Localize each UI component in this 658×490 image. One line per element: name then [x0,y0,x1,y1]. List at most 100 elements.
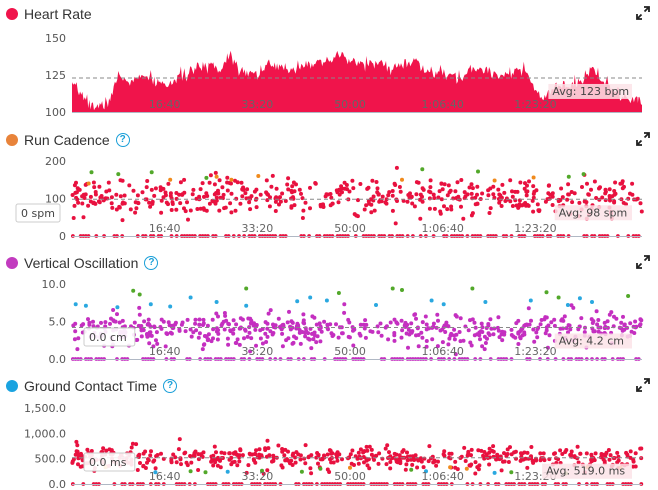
expand-arrows-icon[interactable] [636,6,650,20]
gct-point [361,449,366,454]
question-circle-icon[interactable]: ? [144,256,159,270]
cadence-point [120,218,125,223]
cadence-point [258,192,263,197]
vo-point [191,330,196,335]
cadence-point [569,190,574,194]
vo-point [306,336,311,341]
cadence-point [98,195,103,200]
expand-arrows-icon[interactable] [636,132,650,146]
gct-point [355,456,360,461]
cadence-point [439,181,444,186]
vo-blue-point [73,302,78,307]
expand-arrows-icon[interactable] [636,255,650,269]
vo-point [516,331,521,336]
cadence-point [270,173,275,178]
vo-point [309,346,314,351]
cadence-point [442,182,447,187]
cadence-point [603,191,608,196]
vo-blue-point [429,298,434,303]
vo-point [351,328,355,333]
gct-point [293,455,298,460]
vo-chart: 0.0 5.0 10.0 16:40 33:20 50:00 1:06:40 1:23:20A… [42,278,644,366]
gct-green-point [188,469,193,474]
vo-green-point [470,286,475,291]
vo-point [298,341,303,346]
cadence-point [467,185,472,190]
vo-cursor-label: 0.0 cm [83,327,136,347]
vo-point [166,320,171,325]
gct-point [405,450,409,455]
vo-point [136,323,141,328]
vo-y-tick-label: 10.0 [42,278,67,291]
gct-point [554,456,559,461]
vertical-oscillation-header: Vertical Oscillation ? [6,253,159,273]
gct-point [639,446,644,451]
gct-point [215,463,220,468]
gct-point [383,446,388,451]
gct-point [371,455,376,459]
question-circle-icon[interactable]: ? [115,133,130,147]
cadence-point [531,191,536,196]
question-circle-icon[interactable]: ? [163,379,178,393]
gct-point [392,451,397,456]
gct-point [394,459,399,464]
cadence-point [254,205,259,210]
cadence-point [620,186,625,191]
gct-x-tick-label: 33:20 [242,470,274,483]
cadence-point [135,193,140,198]
hr-avg-label: Avg: 123 bpm [548,83,632,99]
vo-point [197,317,202,322]
cadence-y-tick-label: 100 [45,193,66,206]
vo-point [509,333,514,337]
cadence-point [421,187,426,192]
cadence-point [278,195,282,200]
vo-point [362,326,367,331]
hr-y-tick-label: 100 [45,106,66,119]
hr-y-tick-label: 150 [45,32,66,45]
vo-point [235,337,240,342]
gct-cursor-label: 0.0 ms [83,452,136,472]
vo-point [351,343,356,348]
cadence-point [109,201,114,206]
cadence-point [217,178,222,183]
cadence-point [438,211,443,216]
vo-point [413,312,418,317]
vo-point [209,339,214,344]
vo-point [466,328,471,333]
vo-point [478,337,482,342]
cadence-point [613,180,618,185]
expand-arrows-icon[interactable] [636,378,650,392]
cadence-point [559,186,564,191]
gct-point [491,444,496,449]
vo-point [542,317,547,322]
vo-point [243,328,248,333]
vo-point [81,322,86,327]
vo-point [302,321,307,326]
cadence-point [289,205,294,210]
gct-point [291,451,296,456]
cadence-point [459,178,464,182]
vo-point [482,334,487,339]
vo-point [216,314,220,319]
cadence-point [603,198,608,203]
ground-contact-time-panel: Ground Contact Time ? [0,376,658,490]
cadence-point [397,185,402,189]
cadence-point [487,211,492,215]
cadence-point [221,192,226,197]
cadence-point [376,192,381,197]
vo-point [383,325,388,330]
cadence-point [366,185,371,190]
vo-point [340,331,344,336]
vo-blue-point [168,304,173,309]
gct-point [169,458,174,463]
cadence-point [303,200,308,205]
vo-point [280,344,285,349]
cadence-point [148,204,153,209]
cadence-point [294,182,298,187]
cadence-point [93,192,98,197]
gct-point [356,461,361,466]
cadence-point [214,195,219,200]
vo-point [111,308,116,312]
vo-point [214,311,219,316]
vo-point [591,329,596,334]
